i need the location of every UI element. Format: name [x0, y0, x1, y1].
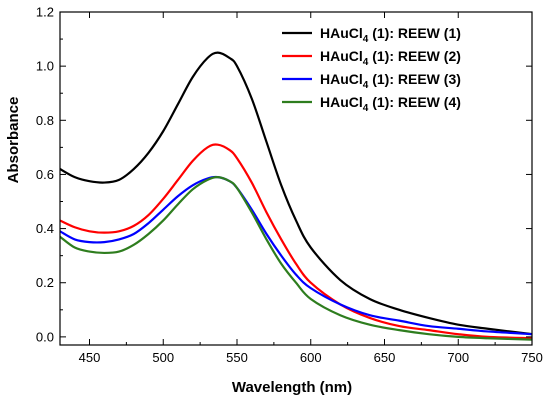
y-tick-label: 0.4: [36, 221, 54, 236]
plot-area: [60, 51, 532, 341]
series-line-1: [60, 51, 532, 336]
y-tick-label: 0.8: [36, 113, 54, 128]
y-tick-label: 1.0: [36, 59, 54, 74]
y-tick-label: 0.0: [36, 329, 54, 344]
legend-label-2: HAuCl4 (1): REEW (2): [320, 48, 461, 68]
x-tick-label: 500: [152, 350, 174, 365]
x-tick-label: 750: [521, 350, 543, 365]
y-tick-label: 0.6: [36, 167, 54, 182]
y-tick-label: 0.2: [36, 275, 54, 290]
legend-label-3: HAuCl4 (1): REEW (3): [320, 71, 461, 91]
x-tick-label: 450: [79, 350, 101, 365]
y-axis-label: Absorbance: [5, 97, 22, 184]
x-tick-label: 600: [300, 350, 322, 365]
series-group: [60, 51, 532, 341]
x-tick-label: 650: [374, 350, 396, 365]
series-line-4: [60, 176, 532, 341]
legend-label-1: HAuCl4 (1): REEW (1): [320, 25, 461, 45]
x-tick-label: 700: [447, 350, 469, 365]
series-line-3: [60, 175, 532, 336]
series-line-2: [60, 143, 532, 340]
x-axis-label: Wavelength (nm): [232, 379, 352, 396]
x-tick-label: 550: [226, 350, 248, 365]
legend: HAuCl4 (1): REEW (1) HAuCl4 (1): REEW (2)…: [282, 25, 461, 114]
y-tick-label: 1.2: [36, 5, 54, 20]
axes: 450 500 550 600 650 700 750 0.0 0.2 0.4 0.6 0.8 1.0 1…: [36, 5, 543, 366]
legend-label-4: HAuCl4 (1): REEW (4): [320, 94, 461, 114]
plot-frame: [59, 11, 533, 346]
